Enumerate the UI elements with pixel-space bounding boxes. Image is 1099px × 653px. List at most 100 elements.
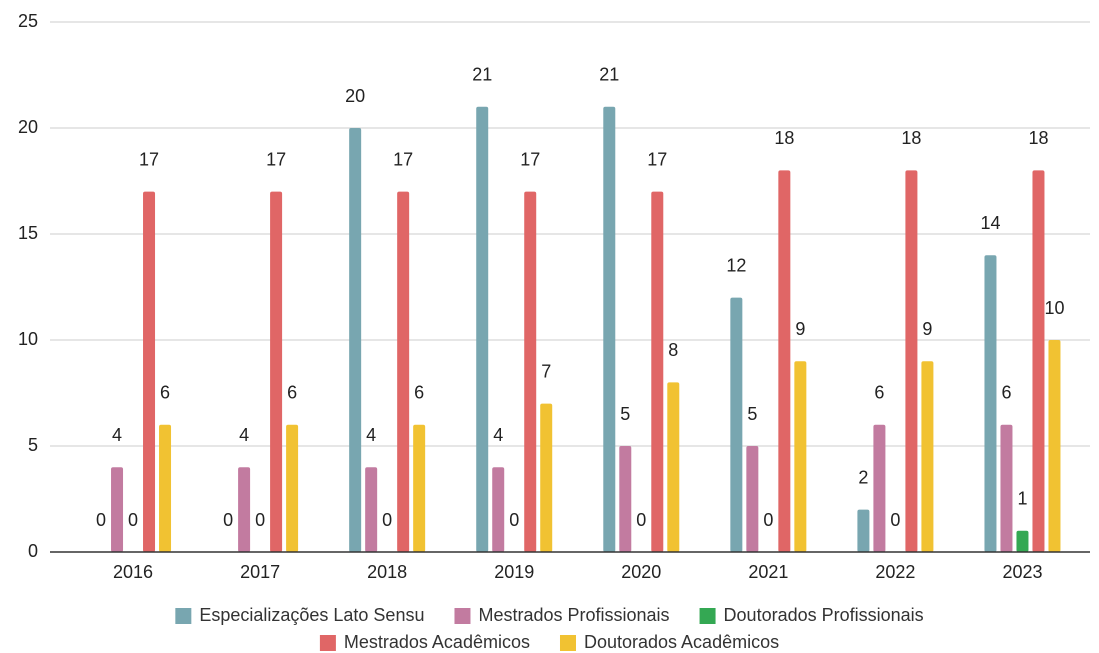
legend-label: Mestrados Acadêmicos: [344, 632, 530, 652]
data-label: 20: [345, 86, 365, 106]
data-label: 0: [382, 510, 392, 530]
data-label: 21: [472, 65, 492, 85]
data-label: 0: [255, 510, 265, 530]
data-label: 0: [509, 510, 519, 530]
bar: [1000, 424, 1013, 552]
x-tick-label: 2016: [113, 562, 153, 582]
x-tick-label: 2017: [240, 562, 280, 582]
y-tick-label: 5: [28, 435, 38, 455]
bar: [619, 446, 632, 552]
bar: [873, 424, 886, 552]
data-label: 4: [366, 425, 376, 445]
x-tick-label: 2022: [875, 562, 915, 582]
bar: [794, 361, 807, 552]
data-label: 6: [160, 383, 170, 403]
bar: [746, 446, 759, 552]
data-label: 0: [763, 510, 773, 530]
bar: [1032, 170, 1045, 552]
bar: [651, 191, 664, 552]
legend-swatch: [454, 608, 471, 624]
legend-label: Doutorados Profissionais: [724, 605, 924, 625]
bar: [413, 424, 426, 552]
bar: [270, 191, 283, 552]
data-label: 14: [980, 213, 1000, 233]
bar: [143, 191, 156, 552]
y-tick-label: 15: [18, 223, 38, 243]
data-label: 6: [1001, 383, 1011, 403]
legend-swatch: [175, 608, 192, 624]
data-label: 18: [1028, 128, 1048, 148]
legend-item: Mestrados Profissionais: [454, 605, 670, 625]
data-label: 1: [1017, 489, 1027, 509]
data-label: 5: [747, 404, 757, 424]
bar: [524, 191, 537, 552]
bar: [238, 467, 251, 552]
y-tick-label: 10: [18, 329, 38, 349]
bar: [349, 128, 362, 552]
y-tick-label: 25: [18, 11, 38, 31]
legend-item: Doutorados Acadêmicos: [559, 632, 779, 652]
data-label: 18: [901, 128, 921, 148]
bar: [540, 403, 553, 552]
legend-label: Especializações Lato Sensu: [199, 605, 424, 625]
bar: [730, 297, 743, 552]
data-label: 6: [874, 383, 884, 403]
bar: [365, 467, 378, 552]
bar: [857, 509, 870, 552]
data-label: 17: [393, 149, 413, 169]
bar: [667, 382, 680, 552]
bar: [1048, 340, 1061, 552]
data-label: 17: [647, 149, 667, 169]
y-tick-label: 0: [28, 541, 38, 561]
legend-label: Mestrados Profissionais: [478, 605, 669, 625]
data-label: 0: [128, 510, 138, 530]
x-tick-label: 2023: [1002, 562, 1042, 582]
data-label: 21: [599, 65, 619, 85]
bar: [397, 191, 410, 552]
bar: [603, 106, 616, 553]
data-label: 4: [239, 425, 249, 445]
data-label: 17: [520, 149, 540, 169]
data-label: 0: [96, 510, 106, 530]
data-label: 2: [858, 467, 868, 487]
bar: [905, 170, 918, 552]
bar: [921, 361, 934, 552]
data-label: 0: [890, 510, 900, 530]
bar: [492, 467, 505, 552]
data-label: 6: [414, 383, 424, 403]
legend-item: Especializações Lato Sensu: [175, 605, 424, 625]
x-tick-label: 2018: [367, 562, 407, 582]
data-label: 4: [112, 425, 122, 445]
bar: [111, 467, 124, 552]
y-tick-label: 20: [18, 117, 38, 137]
data-label: 12: [726, 255, 746, 275]
x-tick-label: 2019: [494, 562, 534, 582]
data-label: 8: [668, 340, 678, 360]
data-label: 9: [795, 319, 805, 339]
bar: [984, 255, 997, 552]
bar: [1016, 530, 1029, 552]
legend-label: Doutorados Acadêmicos: [584, 632, 779, 652]
bar: [286, 424, 299, 552]
x-tick-label: 2021: [748, 562, 788, 582]
data-label: 10: [1044, 298, 1064, 318]
bar: [159, 424, 172, 552]
data-label: 6: [287, 383, 297, 403]
data-label: 18: [774, 128, 794, 148]
data-label: 0: [223, 510, 233, 530]
legend-item: Mestrados Acadêmicos: [319, 632, 530, 652]
data-label: 7: [541, 361, 551, 381]
bar: [778, 170, 791, 552]
data-label: 4: [493, 425, 503, 445]
data-label: 5: [620, 404, 630, 424]
data-label: 17: [139, 149, 159, 169]
data-label: 17: [266, 149, 286, 169]
bar: [476, 106, 489, 553]
data-label: 9: [922, 319, 932, 339]
x-tick-label: 2020: [621, 562, 661, 582]
legend-item: Doutorados Profissionais: [699, 605, 924, 625]
data-label: 0: [636, 510, 646, 530]
legend-swatch: [699, 608, 716, 624]
legend-swatch: [319, 635, 336, 651]
